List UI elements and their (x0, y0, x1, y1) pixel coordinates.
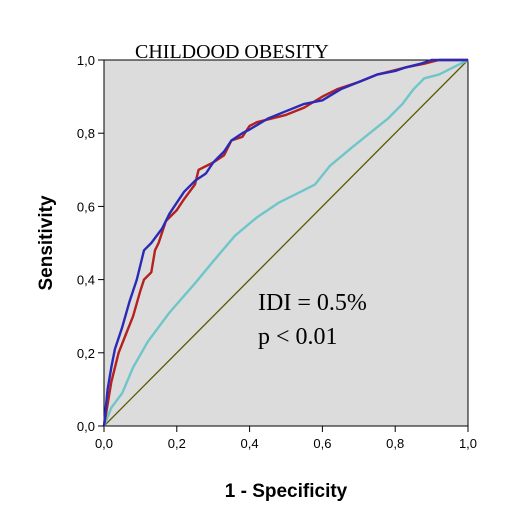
roc-curve-1 (102, 58, 468, 427)
y-tick-label: 0,8 (77, 126, 95, 141)
x-tick-label: 0,8 (386, 436, 404, 451)
x-axis-title: 1 - Specificity (225, 481, 348, 502)
y-tick-label: 0,6 (77, 199, 95, 214)
p-value-annotation: p < 0.01 (258, 324, 338, 350)
x-tick-label: 0,2 (168, 436, 186, 451)
y-axis-title: Sensitivity (36, 195, 57, 290)
y-tick-label: 0,4 (77, 273, 95, 288)
roc-curve-3 (102, 58, 469, 427)
reference-diagonal-line (103, 59, 469, 427)
y-tick-label: 0,2 (77, 346, 95, 361)
x-tick-label: 0,6 (313, 436, 331, 451)
series-layer (102, 58, 469, 427)
x-tick-label: 0,0 (95, 436, 113, 451)
idi-annotation: IDI = 0.5% (258, 290, 367, 316)
y-tick-label: 0,0 (77, 419, 95, 434)
x-tick-label: 0,4 (241, 436, 259, 451)
axis-layer: 0,0 0,2 0,4 0,6 0,8 1,0 0,0 0,2 0,4 0,6 0,8 1,0 (77, 53, 477, 451)
y-tick-label: 1,0 (77, 53, 95, 68)
chart-title: CHILDOOD OBESITY (135, 41, 329, 63)
x-tick-label: 1,0 (459, 436, 477, 451)
